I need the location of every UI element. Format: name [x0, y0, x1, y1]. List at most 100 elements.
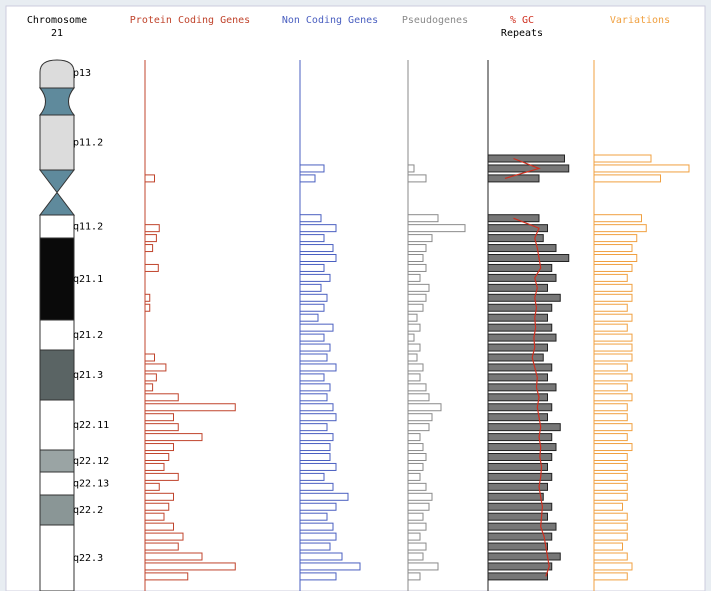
density-bar [144, 433, 203, 442]
band-label: q21.3 [73, 370, 103, 381]
density-bar [407, 373, 421, 382]
density-bar [299, 393, 328, 402]
density-bar [593, 303, 628, 312]
density-bar [487, 413, 548, 422]
density-bar [407, 572, 421, 581]
density-bar [487, 512, 548, 521]
density-bar [144, 482, 160, 491]
density-bar [299, 234, 325, 243]
chromosome-band [38, 87, 76, 116]
density-bar [144, 572, 189, 581]
legend-label: Repeats [501, 28, 543, 39]
density-bar [299, 453, 331, 461]
density-bar [487, 353, 544, 362]
density-bar [593, 462, 628, 471]
density-bar [487, 254, 570, 262]
density-bar [407, 263, 427, 272]
density-bar [299, 174, 316, 183]
density-bar [593, 313, 633, 322]
density-bar [487, 283, 548, 292]
density-bar [487, 472, 553, 481]
density-bar [299, 333, 325, 342]
density-bar [487, 423, 561, 432]
legend-label: Non Coding Genes [282, 15, 378, 26]
density-bar [593, 373, 633, 382]
density-bar [593, 393, 633, 402]
chromosome-band [39, 471, 75, 496]
density-bar [407, 224, 466, 233]
density-bar [407, 413, 433, 422]
chromosome-title: Chromosome [27, 15, 87, 26]
chromosome-band [39, 524, 75, 591]
density-bar [407, 283, 430, 292]
density-bar [144, 224, 160, 233]
density-bar [144, 562, 236, 571]
density-bar [487, 532, 553, 541]
band-label: q22.11 [73, 420, 109, 431]
density-bar [487, 462, 548, 471]
density-bar [407, 343, 421, 352]
density-bar [487, 373, 548, 382]
density-bar [487, 323, 553, 332]
density-bar [593, 542, 623, 551]
density-bar [593, 482, 628, 491]
density-bar [299, 323, 334, 332]
band-label: q22.2 [73, 505, 103, 516]
legend-label: % GC [510, 15, 534, 26]
density-bar [487, 433, 553, 442]
density-bar [144, 492, 174, 501]
density-bar [299, 562, 361, 571]
density-bar [407, 293, 427, 302]
chromosome-band [39, 214, 75, 239]
density-bar [144, 512, 165, 521]
density-bar [593, 214, 642, 223]
density-bar [487, 174, 540, 183]
density-bar [299, 522, 334, 531]
density-bar [407, 482, 427, 491]
density-bar [144, 502, 170, 511]
density-bar [487, 443, 557, 452]
density-bar [407, 363, 424, 372]
density-bar [487, 234, 544, 243]
density-bar [593, 353, 633, 362]
density-bar [144, 413, 174, 422]
density-bar [299, 214, 322, 223]
density-bar [487, 403, 553, 412]
density-bar [144, 363, 167, 372]
density-bar [407, 423, 430, 432]
density-bar [144, 403, 236, 412]
density-bar [299, 532, 337, 541]
density-bar [299, 343, 331, 352]
density-bar [407, 393, 430, 402]
density-bar [299, 254, 337, 262]
density-bar [407, 313, 418, 322]
chromosome-band [39, 319, 75, 351]
density-bar [487, 552, 561, 561]
density-bar [299, 373, 325, 382]
density-bar [144, 462, 165, 471]
density-bar [593, 363, 628, 372]
density-bar [407, 164, 415, 173]
density-bar [299, 303, 325, 312]
density-bar [407, 552, 424, 561]
density-bar [299, 433, 334, 442]
density-bar [593, 323, 628, 332]
density-bar [487, 164, 570, 173]
density-bar [144, 234, 157, 243]
chromosome-band [39, 494, 75, 526]
density-bar [487, 263, 553, 272]
density-bar [407, 403, 442, 412]
density-bar [487, 303, 553, 312]
density-bar [407, 254, 424, 262]
density-bar [407, 323, 421, 332]
density-bar [299, 472, 325, 481]
density-bar [487, 313, 548, 322]
chromosome-band [39, 59, 75, 89]
density-bar [144, 423, 179, 432]
density-bar [144, 383, 154, 392]
density-bar [593, 413, 628, 422]
gc-line [504, 157, 550, 577]
density-bar [487, 363, 553, 372]
density-bar [593, 263, 633, 272]
density-bar [593, 383, 628, 392]
